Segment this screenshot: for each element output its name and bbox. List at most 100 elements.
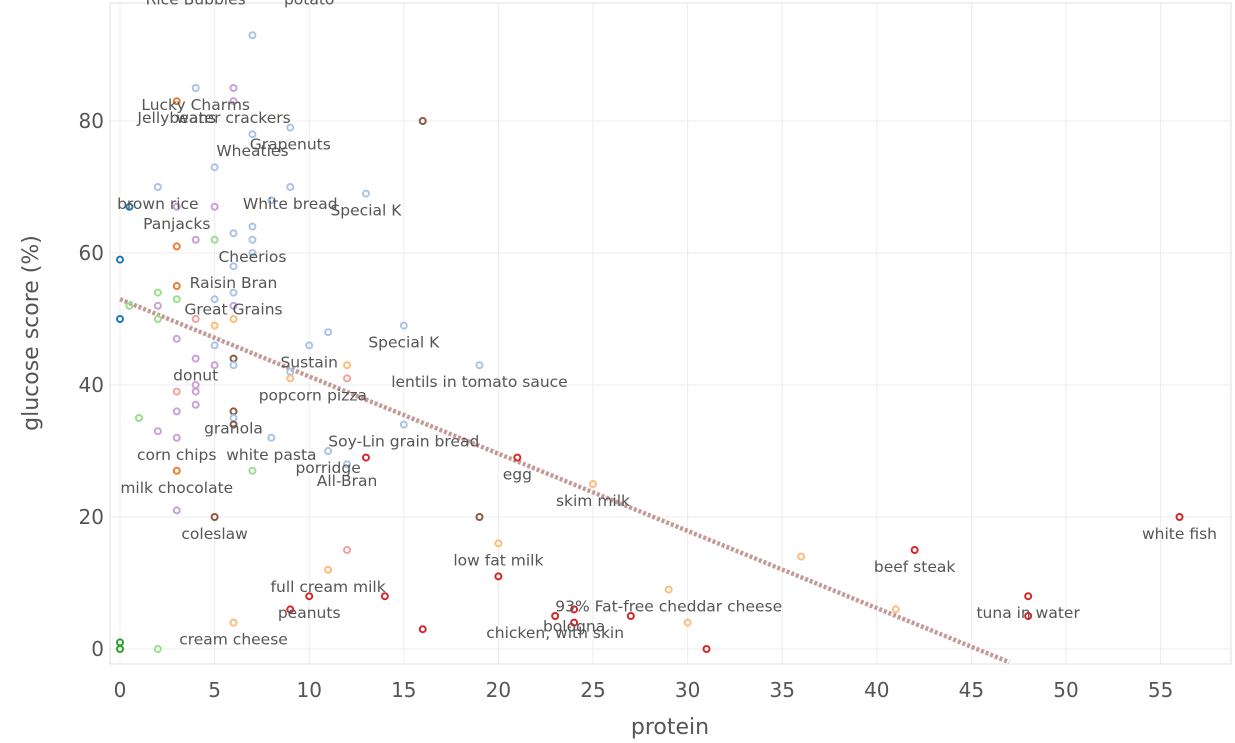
x-tick-label: 50	[1053, 678, 1078, 702]
point-label: 93% Fat-free cheddar cheese	[555, 598, 782, 616]
data-point	[191, 354, 200, 363]
data-point	[324, 565, 333, 574]
point-labels: Rice Bubbles potato Lucky CharmsJellybeans…	[117, 0, 1217, 649]
data-point	[589, 480, 597, 488]
data-point	[172, 466, 181, 475]
data-point	[172, 506, 181, 515]
data-point	[248, 249, 257, 257]
data-point	[153, 645, 162, 653]
x-tick-label: 5	[208, 678, 221, 702]
data-point	[418, 117, 427, 125]
data-point	[172, 97, 181, 106]
x-tick-label: 25	[580, 678, 605, 702]
point-label: pizza	[327, 386, 367, 404]
data-point	[343, 460, 352, 469]
data-point	[343, 546, 352, 554]
data-point	[570, 605, 579, 614]
data-point	[248, 130, 257, 139]
trend-line	[119, 297, 1011, 665]
data-point	[324, 328, 333, 337]
data-point	[191, 84, 200, 92]
point-label: Great Grains	[184, 301, 282, 319]
data-point	[475, 361, 484, 370]
data-point	[229, 618, 238, 627]
data-point	[343, 361, 352, 370]
data-point	[229, 262, 238, 271]
point-label: cream cheese	[179, 631, 288, 649]
point-label: Grapenuts	[250, 136, 331, 154]
data-point	[551, 612, 560, 620]
data-point	[494, 539, 503, 548]
data-point	[116, 255, 124, 264]
data-point	[125, 301, 134, 310]
point-label: Sustain	[280, 353, 337, 371]
plot-area-frame	[109, 2, 1232, 665]
data-point	[380, 592, 389, 601]
point-label: full cream milk	[271, 578, 386, 596]
data-point	[191, 235, 200, 244]
data-point	[267, 433, 276, 442]
data-point	[210, 361, 219, 370]
data-point	[229, 354, 238, 363]
point-label: Cheerios	[218, 248, 286, 266]
data-point	[229, 84, 238, 92]
point-label: beef steak	[874, 558, 955, 576]
point-label: milk chocolate	[120, 479, 233, 497]
point-label: Special K	[330, 202, 402, 220]
point-label: Lucky Charms	[141, 96, 250, 114]
data-point	[172, 407, 181, 416]
data-point	[248, 235, 257, 244]
data-point	[702, 645, 711, 653]
data-point	[399, 321, 408, 330]
data-point	[248, 466, 257, 475]
data-point	[210, 321, 219, 330]
point-label: Rice Bubbles	[146, 0, 246, 8]
data-point	[286, 605, 295, 614]
point-label: bologna	[543, 617, 605, 635]
data-point	[229, 229, 238, 238]
data-point	[116, 315, 124, 323]
x-axis-title: protein	[631, 715, 709, 740]
data-point	[229, 288, 238, 297]
data-point	[475, 513, 484, 521]
data-point	[494, 572, 503, 581]
point-label: All-Bran	[317, 472, 378, 490]
point-label: White bread	[243, 195, 338, 213]
data-point	[248, 31, 257, 40]
point-label: popcorn	[259, 386, 322, 404]
data-point	[116, 645, 124, 653]
point-label: water crackers	[176, 109, 290, 127]
point-label: peanuts	[278, 604, 341, 622]
x-tick-label: 15	[391, 678, 416, 702]
data-point	[229, 361, 238, 370]
data-point	[1024, 612, 1033, 620]
data-point	[153, 183, 162, 191]
point-label: skim milk	[556, 492, 630, 510]
point-label: lentils in tomato sauce	[391, 373, 568, 391]
data-point	[229, 407, 238, 416]
data-point	[286, 374, 295, 383]
data-point	[153, 315, 162, 323]
data-point	[399, 420, 408, 429]
gridlines	[110, 3, 1231, 664]
point-label: donut	[173, 367, 218, 385]
x-tick-label: 30	[675, 678, 700, 702]
data-point	[172, 334, 181, 343]
data-point	[134, 414, 143, 422]
x-tick-label: 55	[1148, 678, 1173, 702]
data-point	[910, 546, 919, 554]
point-label: Special K	[368, 334, 440, 352]
data-point	[683, 618, 692, 627]
point-label: Wheaties	[216, 142, 288, 160]
data-point	[210, 163, 219, 172]
data-point	[210, 202, 219, 211]
point-label: chicken, with skin	[486, 624, 624, 642]
data-point	[191, 387, 200, 396]
y-axis-title: glucose score (%)	[19, 235, 44, 431]
data-point	[626, 612, 635, 620]
data-point	[305, 341, 314, 350]
point-label: coleslaw	[181, 525, 248, 543]
data-point	[324, 447, 333, 455]
point-label: egg	[503, 466, 532, 484]
